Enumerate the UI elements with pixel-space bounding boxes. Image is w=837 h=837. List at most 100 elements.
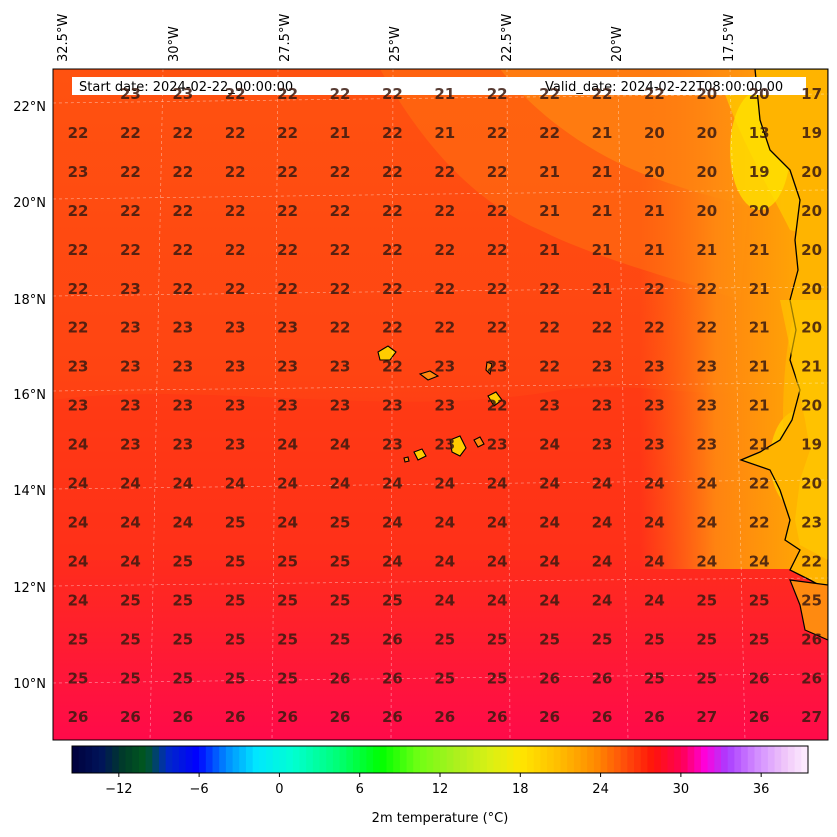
- colorbar-swatch: [279, 746, 287, 773]
- grid-value: 23: [696, 358, 717, 376]
- grid-value: 23: [330, 397, 351, 415]
- grid-value: 24: [277, 436, 298, 454]
- grid-value: 23: [277, 319, 298, 337]
- colorbar-swatch: [319, 746, 327, 773]
- longitude-label: 30°W: [167, 26, 182, 62]
- colorbar-swatch: [366, 746, 374, 773]
- grid-value: 22: [225, 163, 246, 181]
- grid-value: 24: [539, 552, 560, 570]
- grid-value: 22: [539, 319, 560, 337]
- grid-value: 23: [172, 319, 193, 337]
- valid-date-label: Valid_date: 2024-02-22T08:00:00.00: [545, 80, 783, 95]
- colorbar-swatch: [326, 746, 334, 773]
- grid-value: 21: [539, 241, 560, 259]
- latitude-label: 12°N: [13, 581, 46, 596]
- grid-value: 24: [487, 475, 508, 493]
- grid-value: 24: [68, 513, 89, 531]
- colorbar-swatch: [406, 746, 414, 773]
- grid-value: 25: [592, 630, 613, 648]
- grid-value: 27: [696, 708, 717, 726]
- colorbar-swatch: [185, 746, 194, 773]
- grid-value: 24: [539, 475, 560, 493]
- colorbar-swatch: [667, 746, 675, 773]
- grid-value: 20: [696, 124, 717, 142]
- grid-value: 22: [487, 85, 508, 103]
- colorbar-swatch: [640, 746, 649, 773]
- grid-value: 23: [120, 436, 141, 454]
- grid-value: 24: [277, 475, 298, 493]
- grid-value: 23: [172, 85, 193, 103]
- grid-value: 24: [644, 475, 665, 493]
- grid-value: 22: [277, 85, 298, 103]
- grid-value: 22: [330, 163, 351, 181]
- colorbar-swatch: [620, 746, 628, 773]
- grid-value: 22: [277, 241, 298, 259]
- colorbar-swatch: [92, 746, 100, 773]
- colorbar-swatch: [767, 746, 776, 773]
- colorbar-swatch: [547, 746, 555, 773]
- grid-value: 22: [487, 163, 508, 181]
- colorbar-swatch: [794, 746, 802, 773]
- grid-value: 25: [330, 513, 351, 531]
- grid-value: 21: [539, 163, 560, 181]
- colorbar-tick-label: 6: [356, 782, 364, 797]
- grid-value: 22: [539, 85, 560, 103]
- grid-value: 24: [434, 552, 455, 570]
- grid-value: 24: [382, 475, 403, 493]
- grid-value: 25: [696, 591, 717, 609]
- grid-value: 26: [330, 708, 351, 726]
- grid-value: 21: [749, 280, 770, 298]
- colorbar-swatch: [98, 746, 107, 773]
- grid-value: 26: [539, 669, 560, 687]
- grid-value: 25: [696, 669, 717, 687]
- grid-value: 23: [172, 358, 193, 376]
- colorbar-ticks: −12 −6 0 6 12 18 24 30 36: [105, 773, 769, 797]
- colorbar-swatch: [312, 746, 321, 773]
- grid-value: 19: [801, 124, 822, 142]
- grid-value: 23: [434, 358, 455, 376]
- grid-value: 22: [330, 280, 351, 298]
- grid-value: 22: [225, 280, 246, 298]
- grid-value: 22: [801, 552, 822, 570]
- colorbar-swatch: [781, 746, 789, 773]
- grid-value: 23: [434, 436, 455, 454]
- grid-value: 22: [696, 280, 717, 298]
- latitude-label: 20°N: [13, 196, 46, 211]
- grid-value: 23: [696, 436, 717, 454]
- colorbar-swatch: [332, 746, 341, 773]
- colorbar-swatch: [219, 746, 227, 773]
- colorbar-swatch: [680, 746, 689, 773]
- grid-value: 25: [172, 591, 193, 609]
- latitude-label: 22°N: [13, 100, 46, 115]
- grid-value: 23: [120, 319, 141, 337]
- grid-value: 23: [801, 513, 822, 531]
- colorbar-swatch: [373, 746, 381, 773]
- grid-value: 20: [801, 241, 822, 259]
- temperature-field: [53, 69, 828, 740]
- grid-value: 22: [330, 319, 351, 337]
- longitude-labels: 32.5°W 30°W 27.5°W 25°W 22.5°W 20°W 17.5°W: [56, 14, 737, 62]
- grid-value: 21: [434, 85, 455, 103]
- colorbar-tick-label: 36: [753, 782, 770, 797]
- colorbar-swatch: [580, 746, 588, 773]
- grid-value: 23: [644, 358, 665, 376]
- colorbar-tick-label: 0: [275, 782, 283, 797]
- longitude-label: 20°W: [610, 26, 625, 62]
- grid-value: 25: [749, 591, 770, 609]
- grid-value: 20: [801, 475, 822, 493]
- colorbar-swatch: [112, 746, 120, 773]
- grid-value: 22: [382, 124, 403, 142]
- colorbar-swatch: [205, 746, 214, 773]
- grid-value: 24: [68, 475, 89, 493]
- grid-value: 22: [434, 280, 455, 298]
- grid-value: 24: [382, 552, 403, 570]
- grid-value: 21: [434, 124, 455, 142]
- grid-value: 22: [382, 241, 403, 259]
- grid-value: 23: [68, 358, 89, 376]
- grid-value: 21: [644, 241, 665, 259]
- grid-value: 26: [801, 669, 822, 687]
- grid-value: 24: [592, 513, 613, 531]
- grid-value: 25: [277, 552, 298, 570]
- colorbar-swatch: [533, 746, 541, 773]
- grid-value: 23: [487, 436, 508, 454]
